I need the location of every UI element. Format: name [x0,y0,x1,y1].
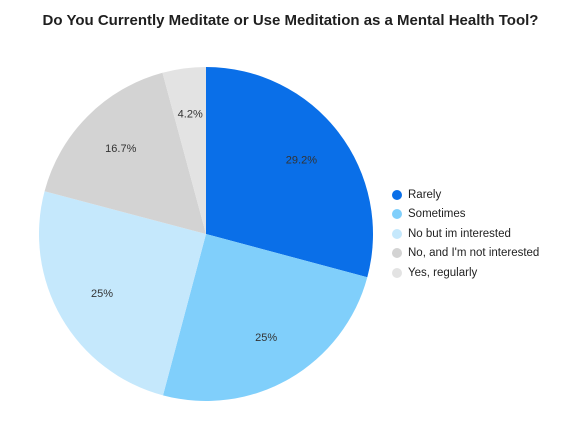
slice-data-label-2: 25% [91,288,113,300]
pie-data-labels: 29.2% 25% 25% 16.7% 4.2% [91,109,317,344]
legend-swatch-icon [392,209,402,220]
pie-slice-0 [206,67,374,278]
legend-swatch-icon [392,189,402,200]
pie-slices [38,67,374,401]
legend-label: Yes, regularly [408,266,478,279]
legend-label: No but im interested [408,227,511,240]
chart-legend: Rarely Sometimes No but im interested No, a… [392,185,539,283]
legend-swatch-icon [392,228,402,239]
legend-label: No, and I'm not interested [408,247,540,260]
legend-label: Sometimes [408,208,466,221]
pie-slice-4 [162,67,206,234]
chart-title: Do You Currently Meditate or Use Meditat… [42,12,539,29]
legend-item-4: Yes, regularly [392,263,539,283]
legend-item-3: No, and I'm not interested [392,244,539,264]
legend-item-1: Sometimes [392,205,539,225]
pie-slice-1 [162,234,368,401]
pie-slice-2 [38,191,206,396]
legend-swatch-icon [392,248,402,259]
slice-data-label-0: 29.2% [286,155,317,167]
slice-data-label-1: 25% [255,332,277,344]
legend-item-2: No but im interested [392,224,539,244]
legend-label: Rarely [408,188,442,201]
pie-slice-3 [44,72,206,234]
legend-item-0: Rarely [392,185,539,205]
slice-data-label-3: 16.7% [105,143,136,155]
legend-swatch-icon [392,267,402,278]
slice-data-label-4: 4.2% [178,109,203,121]
